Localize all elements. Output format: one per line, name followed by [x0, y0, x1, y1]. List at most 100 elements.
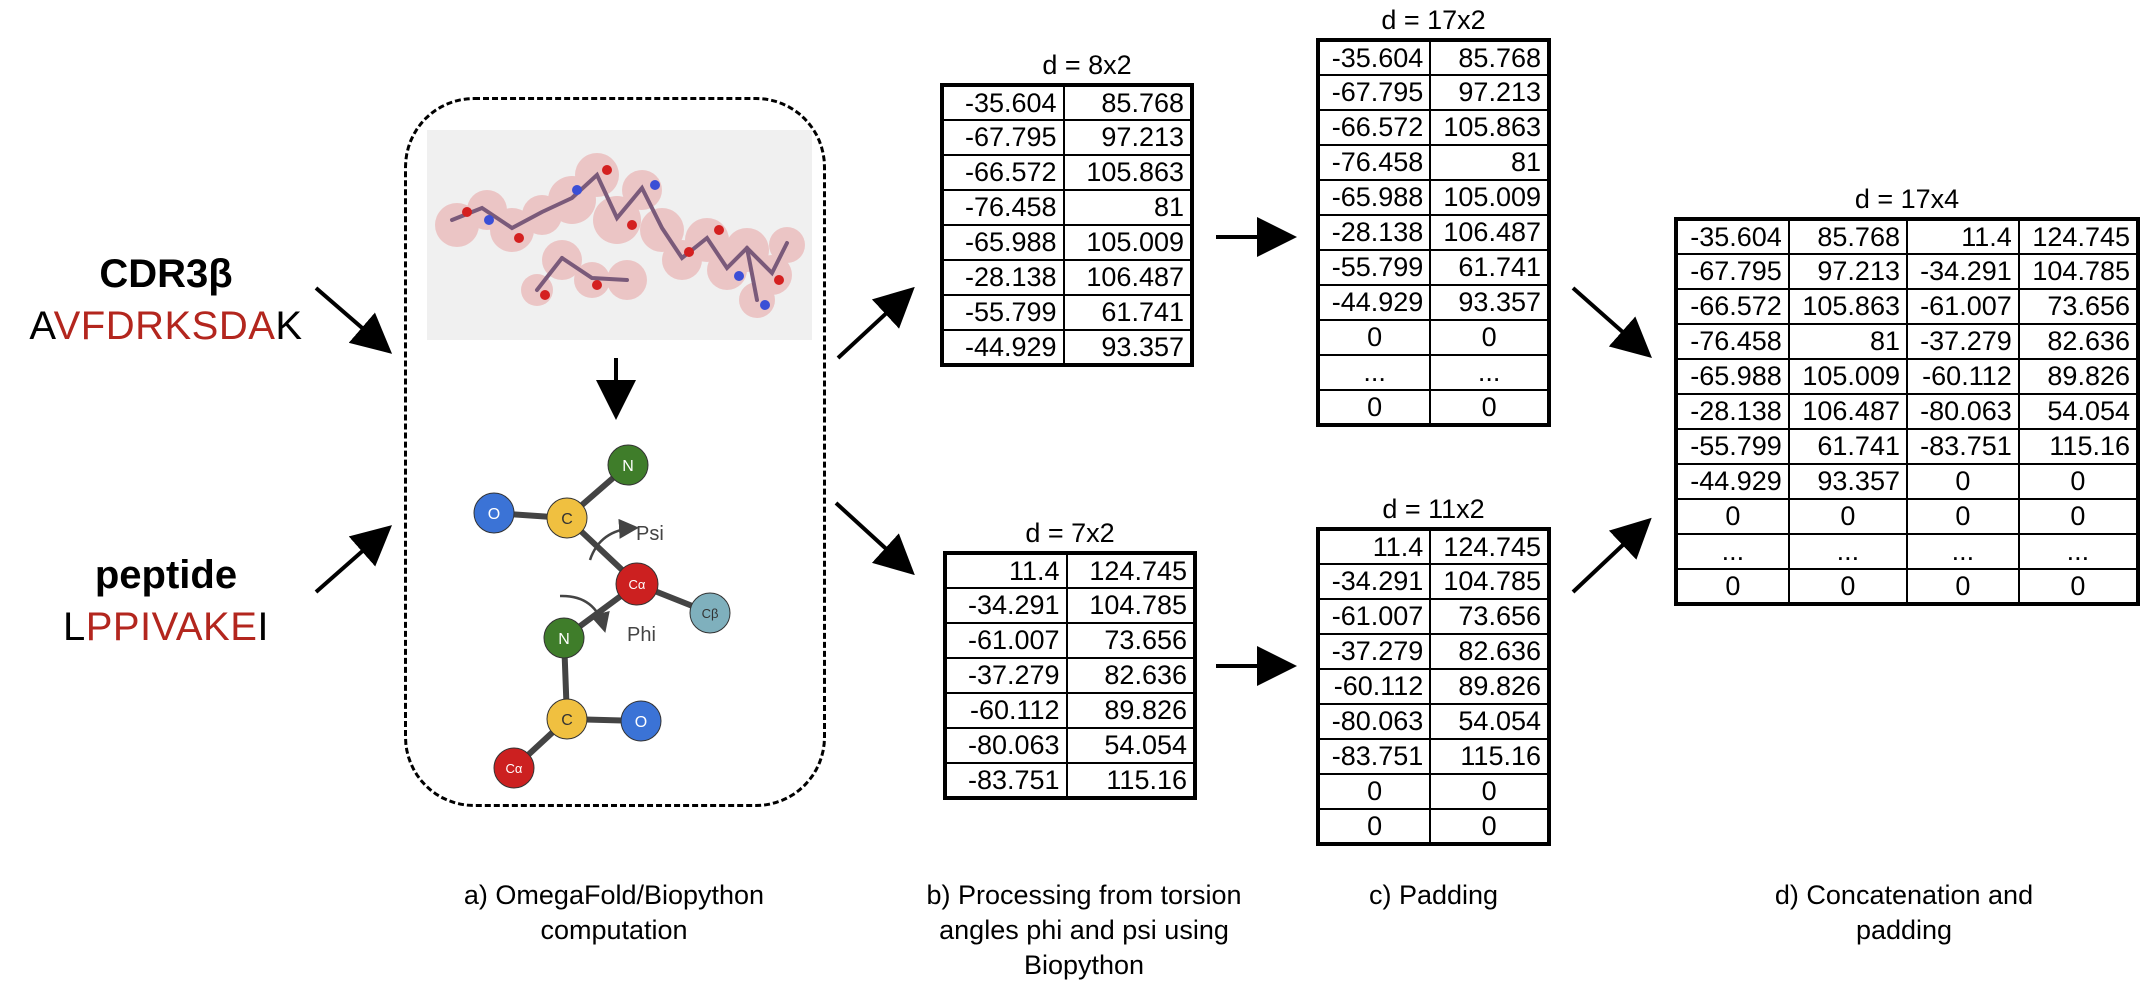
matrix-cell: ...: [1316, 354, 1432, 391]
matrix-cell: 105.863: [1062, 154, 1194, 191]
cdr3b-seq-first: A: [29, 304, 54, 348]
matrix-row: -44.929 93.357 0 0: [1675, 463, 2140, 500]
matrix-cell: -28.138: [1675, 393, 1790, 430]
matrix-row: -66.572 105.863: [1316, 109, 1550, 146]
matrix-cell: -76.458: [1675, 323, 1790, 360]
matrix-cell: ...: [1787, 533, 1908, 570]
matrix-cell: -34.291: [944, 587, 1068, 624]
matrix-cell: 54.054: [2017, 393, 2140, 430]
matrix-row: -28.138 106.487 -80.063 54.054: [1675, 393, 2140, 430]
matrix-row: -67.795 97.213: [1316, 74, 1550, 111]
atom-cb-label: Cβ: [702, 606, 719, 621]
matrix-row: -67.795 97.213 -34.291 104.785: [1675, 253, 2140, 290]
matrix-row: -66.572 105.863: [941, 154, 1194, 191]
matrix-cell: 0: [1905, 568, 2020, 605]
matrix-cell: 0: [2017, 463, 2140, 500]
matrix-row: -76.458 81 -37.279 82.636: [1675, 323, 2140, 360]
matrix-cell: 104.785: [1065, 587, 1197, 624]
matrix-c-top: -35.604 85.768 -67.795 97.213 -66.572 105.863…: [1316, 38, 1551, 427]
matrix-cell: -35.604: [941, 84, 1065, 121]
matrix-row: -35.604 85.768: [941, 84, 1194, 121]
matrix-cell: -65.988: [1675, 358, 1790, 395]
matrix-row: -76.458 81: [941, 189, 1194, 226]
peptide-seq-mid: PPIVAKE: [85, 605, 258, 649]
matrix-cell: 106.487: [1787, 393, 1908, 430]
matrix-cell: 104.785: [2017, 253, 2140, 290]
matrix-cell: -65.988: [1316, 179, 1432, 216]
matrix-cell: 105.009: [1429, 179, 1550, 216]
matrix-cell: 93.357: [1429, 284, 1550, 321]
peptide-sequence: LPPIVAKEI: [26, 605, 306, 650]
atom-ca-bottom: Cα: [493, 747, 535, 789]
matrix-cell: -76.458: [1316, 144, 1432, 181]
phi-label: Phi: [627, 624, 656, 646]
caption-d-line-1: d) Concatenation and: [1774, 880, 2034, 910]
arrow-cdr3b-to-box: [314, 286, 393, 354]
matrix-cell: 0: [1429, 773, 1550, 810]
atom-o-bottom: O: [620, 700, 662, 742]
matrix-cell: 0: [1316, 389, 1432, 426]
matrix-cell: 0: [2017, 568, 2140, 605]
atom-ca-bottom-label: Cα: [506, 761, 523, 776]
matrix-cell: 105.863: [1787, 288, 1908, 325]
atom-o-left: O: [473, 492, 515, 534]
protein-surface-image: [427, 130, 812, 340]
matrix-cell: 0: [1316, 808, 1432, 845]
matrix-row: -60.112 89.826: [1316, 668, 1550, 705]
cdr3b-sequence: AVFDRKSDAK: [26, 304, 306, 349]
matrix-cell: -37.279: [944, 657, 1068, 694]
psi-label: Psi: [636, 523, 664, 545]
matrix-row: -60.112 89.826: [944, 692, 1197, 729]
atom-ca-mid-label: Cα: [629, 577, 646, 592]
matrix-cell: -80.063: [1316, 703, 1432, 740]
matrix-cell: 61.741: [1787, 428, 1908, 465]
matrix-cell: 105.863: [1429, 109, 1550, 146]
matrix-c-top-label: d = 17x2: [1381, 5, 1486, 35]
matrix-cell: -67.795: [941, 119, 1065, 156]
matrix-cell: 106.487: [1062, 259, 1194, 296]
matrix-cell: 54.054: [1429, 703, 1550, 740]
matrix-cell: ...: [1905, 533, 2020, 570]
matrix-cell: -60.112: [944, 692, 1068, 729]
matrix-row: -65.988 105.009 -60.112 89.826: [1675, 358, 2140, 395]
atom-o-left-label: O: [488, 506, 500, 523]
matrix-cell: -61.007: [1905, 288, 2020, 325]
matrix-cell: 0: [1905, 463, 2020, 500]
matrix-cell: 115.16: [1065, 762, 1197, 799]
computation-box: [404, 97, 826, 807]
matrix-cell: -83.751: [1905, 428, 2020, 465]
matrix-cell: 61.741: [1062, 294, 1194, 331]
matrix-cell: 82.636: [1065, 657, 1197, 694]
matrix-row: -76.458 81: [1316, 144, 1550, 181]
matrix-cell: -83.751: [1316, 738, 1432, 775]
matrix-row: -80.063 54.054: [1316, 703, 1550, 740]
caption-c-line-1: c) Padding: [1368, 880, 1499, 910]
caption-b-line-3: Biopython: [1023, 950, 1145, 980]
matrix-row: -55.799 61.741: [1316, 249, 1550, 286]
matrix-cell: 82.636: [2017, 323, 2140, 360]
atom-c-bottom: C: [546, 698, 588, 740]
phi-arc-icon: [559, 594, 610, 633]
matrix-cell: 0: [1316, 319, 1432, 356]
matrix-cell: 93.357: [1787, 463, 1908, 500]
caption-a-line-2: computation: [540, 915, 688, 945]
arrow-box-to-b-bottom: [834, 501, 915, 576]
matrix-cell: -66.572: [1675, 288, 1790, 325]
matrix-b-bottom: 11.4 124.745 -34.291 104.785 -61.007 73.656 -3…: [943, 551, 1197, 800]
matrix-cell: ...: [2017, 533, 2140, 570]
peptide-seq-first: L: [62, 605, 86, 649]
matrix-cell: -35.604: [1675, 218, 1790, 255]
arrow-c-bottom-to-d: [1571, 517, 1652, 594]
atom-ca-mid: Cα: [615, 562, 659, 606]
matrix-row: -28.138 106.487: [1316, 214, 1550, 251]
matrix-row: -67.795 97.213: [941, 119, 1194, 156]
matrix-row: -34.291 104.785: [944, 587, 1197, 624]
matrix-cell: 115.16: [1429, 738, 1550, 775]
cdr3b-seq-mid: VFDRKSDA: [53, 304, 276, 348]
arrow-c-top-to-d: [1571, 286, 1652, 358]
atom-n-top: N: [607, 444, 649, 486]
